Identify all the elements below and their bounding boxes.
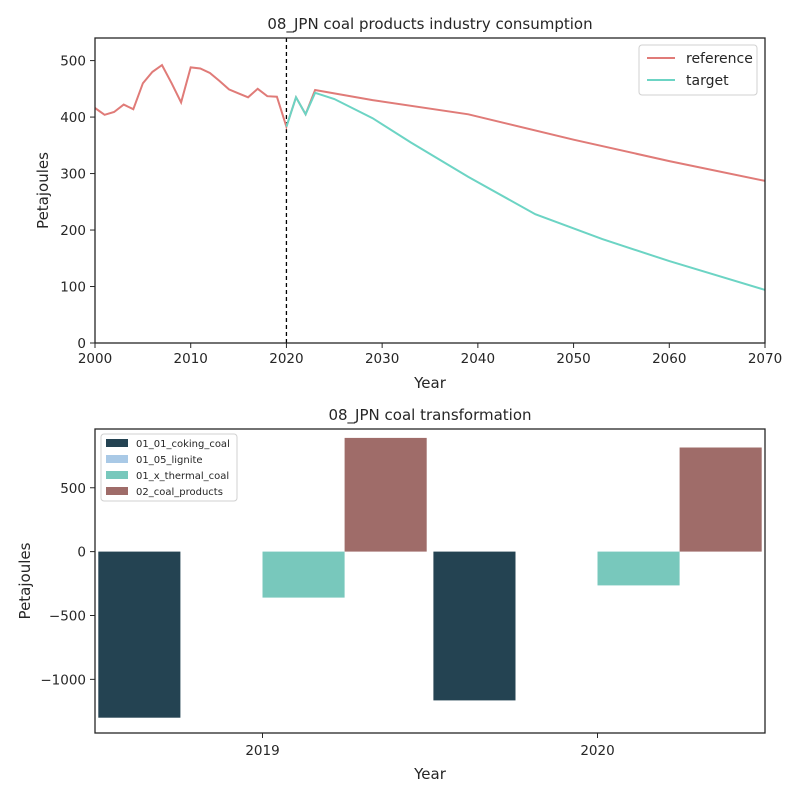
x-tick-label: 2019 xyxy=(245,743,279,759)
y-tick-label: 500 xyxy=(60,54,86,70)
y-tick-label: −500 xyxy=(49,608,86,624)
chart-title: 08_JPN coal transformation xyxy=(328,406,531,425)
legend-label: 01_01_coking_coal xyxy=(136,439,230,450)
x-tick-label: 2070 xyxy=(748,351,782,367)
y-tick-label: 400 xyxy=(60,110,86,126)
y-tick-label: 500 xyxy=(60,481,86,497)
bar-chart: 2019 2020 −1000 −500 0 500 08_JPN coal transfo… xyxy=(16,406,766,783)
x-tick-label: 2010 xyxy=(174,351,208,367)
y-tick-label: 0 xyxy=(77,336,86,352)
x-axis-title: Year xyxy=(413,765,447,783)
x-tick-label: 2020 xyxy=(269,351,303,367)
y-tick-label: 200 xyxy=(60,223,86,239)
legend-label: reference xyxy=(686,51,753,67)
x-tick-label: 2060 xyxy=(652,351,686,367)
chart-title: 08_JPN coal products industry consumptio… xyxy=(267,15,592,34)
legend-swatch-01_x_thermal_coal xyxy=(106,471,128,479)
plot-frame xyxy=(94,37,766,344)
legend: reference target xyxy=(638,44,758,96)
legend-label: 02_coal_products xyxy=(136,487,223,498)
series-line-reference xyxy=(94,63,766,182)
line-chart: 2000 2010 2020 2030 2040 2050 2060 2070 0 100 200 3… xyxy=(34,15,782,392)
bar-02_coal_products-2019 xyxy=(344,437,427,552)
bar-01_x_thermal_coal-2019 xyxy=(262,551,345,598)
y-axis-title: Petajoules xyxy=(16,542,34,619)
legend-swatch-01_01_coking_coal xyxy=(106,439,128,447)
legend-box xyxy=(100,433,238,502)
legend-label: 01_05_lignite xyxy=(136,455,203,466)
y-tick-label: −1000 xyxy=(40,672,86,688)
x-tick-label: 2020 xyxy=(580,743,614,759)
legend-swatch-01_05_lignite xyxy=(106,455,128,463)
bar-01_x_thermal_coal-2020 xyxy=(597,551,680,586)
y-axis-title: Petajoules xyxy=(34,152,52,229)
y-tick-label: 100 xyxy=(60,280,86,296)
legend-label: target xyxy=(686,73,729,89)
bar-01_01_coking_coal-2019 xyxy=(98,551,181,718)
x-tick-label: 2040 xyxy=(461,351,495,367)
legend-label: 01_x_thermal_coal xyxy=(136,471,229,482)
legend-swatch-02_coal_products xyxy=(106,487,128,495)
x-tick-label: 2000 xyxy=(78,351,112,367)
x-tick-label: 2050 xyxy=(556,351,590,367)
bar-02_coal_products-2020 xyxy=(679,447,762,552)
plot-frame xyxy=(94,428,766,734)
y-tick-label: 300 xyxy=(60,167,86,183)
series-line-target xyxy=(285,91,766,291)
x-tick-label: 2030 xyxy=(365,351,399,367)
y-tick-label: 0 xyxy=(77,545,86,561)
legend: 01_01_coking_coal 01_05_lignite 01_x_therm… xyxy=(100,433,238,502)
bar-01_01_coking_coal-2020 xyxy=(433,551,516,701)
x-axis-title: Year xyxy=(413,374,447,392)
